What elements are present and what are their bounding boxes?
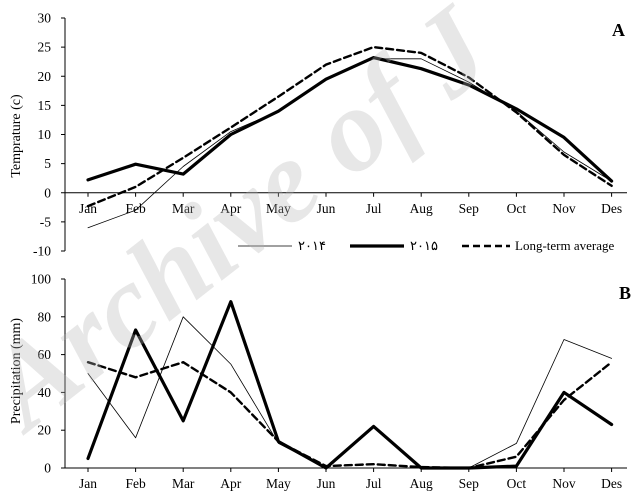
temperature-y-tick-label: 20 xyxy=(38,69,52,84)
temperature-x-tick-label: Aug xyxy=(410,201,433,216)
temperature-x-tick-label: Jul xyxy=(366,201,382,216)
temperature-x-tick-label: Mar xyxy=(172,201,195,216)
panel-label-b: B xyxy=(619,283,631,303)
precipitation-y-tick-label: 100 xyxy=(31,272,52,287)
panel-label-a: A xyxy=(612,20,625,40)
temperature-x-tick-label: Sep xyxy=(459,201,480,216)
temperature-series-dashed-line xyxy=(86,45,613,208)
precipitation-series-thin-line xyxy=(87,316,612,469)
legend-label-long-term-average: Long-term average xyxy=(515,238,614,253)
precipitation-y-tick-label: 0 xyxy=(44,461,51,476)
temperature-x-ticks: Jan Feb Mar Apr May Jun Jul Aug Sep Oct Nov Des xyxy=(79,192,622,216)
temperature-y-tick-label: -5 xyxy=(40,214,51,229)
precipitation-series-thick-line xyxy=(86,300,614,470)
precipitation-y-tick-label: 40 xyxy=(38,385,52,400)
precipitation-x-tick-label: Mar xyxy=(172,476,195,491)
temperature-x-tick-label: Des xyxy=(601,201,622,216)
precipitation-y-tick-label: 20 xyxy=(38,423,52,438)
precipitation-x-tick-label: Jun xyxy=(317,476,336,491)
temperature-y-tick-label: 25 xyxy=(38,40,52,55)
precipitation-y-tick-label: 80 xyxy=(38,309,52,324)
temperature-series-thick-line xyxy=(86,55,614,183)
precipitation-x-tick-label: Aug xyxy=(410,476,433,491)
temperature-x-tick-label: Nov xyxy=(552,201,575,216)
precipitation-x-tick-label: Jul xyxy=(366,476,382,491)
temperature-x-tick-label: Jun xyxy=(317,201,336,216)
temperature-series xyxy=(86,45,614,229)
legend-label-2014: ۲۰۱۴ xyxy=(298,238,326,253)
temperature-y-ticks: -10 -5 0 5 10 15 20 25 30 xyxy=(33,11,65,259)
precipitation-x-tick-label: Feb xyxy=(125,476,146,491)
temperature-y-tick-label: 30 xyxy=(38,11,52,26)
temperature-y-tick-label: 5 xyxy=(44,156,51,171)
precipitation-x-tick-label: Nov xyxy=(552,476,575,491)
temperature-x-tick-label: May xyxy=(266,201,291,216)
precipitation-y-axis-label: Precipitation (mm) xyxy=(9,318,24,424)
temperature-x-tick-label: Oct xyxy=(507,201,527,216)
legend-label-2015: ۲۰۱۵ xyxy=(410,238,438,253)
precipitation-x-tick-label: Apr xyxy=(220,476,241,491)
temperature-y-axis-label: Temprature (c) xyxy=(9,94,24,178)
precipitation-x-tick-label: Oct xyxy=(507,476,527,491)
watermark: Archive of J xyxy=(0,0,517,457)
precipitation-x-tick-label: Sep xyxy=(459,476,480,491)
precipitation-y-tick-label: 60 xyxy=(38,347,52,362)
temperature-y-tick-label: -10 xyxy=(33,244,51,259)
precipitation-series-dashed-line xyxy=(86,361,613,470)
precipitation-x-ticks: Jan Feb Mar Apr May Jun Jul Aug Sep Oct Nov Des xyxy=(79,468,622,491)
precipitation-x-tick-label: May xyxy=(266,476,291,491)
precipitation-panel: 0 20 40 60 80 100 Jan Feb Mar Apr May Jun Jul Aug Sep… xyxy=(9,272,631,492)
temperature-y-tick-label: 15 xyxy=(38,98,52,113)
precipitation-x-tick-label: Des xyxy=(601,476,622,491)
precipitation-series xyxy=(86,300,614,470)
temperature-y-tick-label: 10 xyxy=(38,127,52,142)
precipitation-x-tick-label: Jan xyxy=(79,476,97,491)
temperature-x-tick-label: Apr xyxy=(220,201,241,216)
legend: ۲۰۱۴ ۲۰۱۵ Long-term average xyxy=(238,238,614,253)
precipitation-y-ticks: 0 20 40 60 80 100 xyxy=(31,272,65,476)
temperature-y-tick-label: 0 xyxy=(44,185,51,200)
